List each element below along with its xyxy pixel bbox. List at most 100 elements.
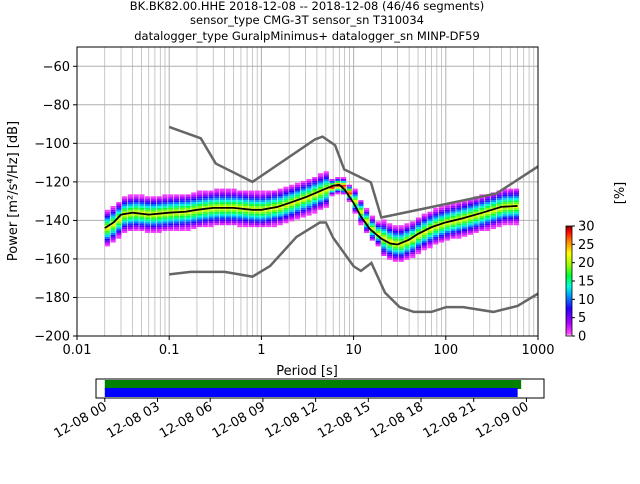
ppsd-cell: [502, 200, 508, 203]
ppsd-cell: [289, 207, 295, 210]
ppsd-cell: [450, 211, 456, 214]
ppsd-cell: [300, 200, 306, 203]
ppsd-cell: [104, 211, 110, 214]
ppsd-cell: [404, 257, 410, 260]
ppsd-cell: [196, 194, 203, 197]
ppsd-cell: [381, 250, 387, 253]
ppsd-cell: [173, 229, 180, 231]
x-tick-label: 1: [257, 343, 265, 358]
ppsd-cell: [375, 221, 381, 224]
ppsd-cell: [415, 221, 422, 224]
ppsd-cell: [438, 211, 445, 214]
ppsd-cell: [323, 171, 329, 174]
ppsd-cell: [404, 223, 410, 226]
ppsd-cell: [145, 204, 151, 206]
ppsd-cell: [283, 207, 289, 210]
ppsd-cell: [508, 192, 514, 195]
ppsd-cell: [421, 242, 427, 245]
ppsd-cell: [173, 225, 180, 228]
ppsd-cell: [277, 209, 283, 212]
ppsd-cell: [139, 207, 145, 210]
ppsd-cell: [243, 192, 249, 195]
ppsd-cell: [335, 177, 341, 179]
ppsd-cell: [479, 217, 485, 220]
ppsd-cell: [427, 244, 433, 247]
ppsd-cell: [438, 230, 445, 233]
ppsd-cell: [438, 205, 445, 208]
ppsd-cell: [179, 223, 185, 226]
ppsd-cell: [323, 182, 329, 185]
ppsd-cell: [369, 223, 375, 226]
ppsd-cell: [444, 229, 450, 231]
ppsd-cell: [196, 198, 203, 201]
ppsd-cell: [231, 213, 237, 216]
ppsd-cell: [277, 188, 283, 191]
ppsd-cell: [456, 223, 462, 226]
ppsd-cell: [202, 196, 208, 199]
ppsd-cell: [444, 234, 450, 237]
ppsd-cell: [202, 200, 208, 203]
ppsd-cell: [312, 186, 318, 189]
ppsd-cell: [392, 256, 399, 258]
ppsd-cell: [254, 213, 260, 216]
ppsd-cell: [185, 223, 191, 226]
ppsd-cell: [317, 202, 324, 205]
ppsd-cell: [404, 240, 410, 243]
ppsd-cell: [513, 219, 520, 222]
ppsd-cell: [323, 198, 329, 201]
ppsd-cell: [381, 252, 387, 255]
ppsd-cell: [352, 190, 358, 193]
ppsd-cell: [104, 213, 110, 216]
ppsd-cell: [341, 192, 347, 195]
ppsd-cell: [237, 202, 243, 205]
ppsd-cell: [415, 234, 422, 237]
ppsd-cell: [485, 200, 491, 203]
ppsd-cell: [133, 229, 139, 231]
ppsd-cell: [438, 227, 445, 230]
ppsd-cell: [462, 207, 468, 210]
ppsd-cell: [404, 234, 410, 237]
ppsd-cell: [300, 198, 306, 201]
ppsd-cell: [427, 219, 433, 222]
ppsd-cell: [300, 188, 306, 191]
noise-model-low: [169, 221, 538, 314]
ppsd-cell: [202, 192, 208, 195]
coverage-bars: [104, 380, 522, 397]
ppsd-cell: [202, 219, 208, 222]
ppsd-cell: [214, 223, 220, 226]
ppsd-cell: [283, 192, 289, 195]
ppsd-cell: [116, 202, 122, 205]
ppsd-cell: [208, 219, 214, 222]
ppsd-cell: [404, 242, 410, 245]
ppsd-cell: [473, 200, 479, 203]
ppsd-cell: [191, 202, 197, 205]
ppsd-cell: [317, 200, 324, 203]
ppsd-cell: [127, 213, 133, 216]
ppsd-cell: [162, 223, 168, 226]
ppsd-cell: [127, 219, 133, 222]
ppsd-cell: [438, 234, 445, 237]
ppsd-cell: [317, 188, 324, 191]
ppsd-cell: [122, 198, 128, 201]
ppsd-cell: [260, 196, 266, 199]
ppsd-cell: [225, 209, 231, 212]
chart-title-line-3: datalogger_type GuralpMinimus+ datalogge…: [134, 29, 480, 43]
ppsd-cell: [277, 207, 283, 210]
ppsd-cell: [214, 194, 220, 197]
ppsd-cell: [444, 223, 450, 226]
ppsd-cell: [415, 223, 422, 226]
ppsd-cell: [271, 209, 278, 212]
ppsd-cell: [248, 192, 254, 195]
ppsd-cell: [156, 215, 162, 218]
ppsd-cell: [421, 217, 427, 220]
ppsd-cell: [150, 205, 157, 208]
ppsd-cell: [341, 177, 347, 179]
ppsd-cell: [179, 198, 185, 201]
ppsd-cell: [150, 196, 157, 199]
ppsd-cell: [162, 225, 168, 228]
ppsd-cell: [168, 194, 174, 197]
ppsd-cell: [122, 229, 128, 231]
ppsd-cell: [110, 217, 116, 220]
ppsd-cell: [387, 248, 393, 251]
ppsd-cell: [289, 219, 295, 222]
